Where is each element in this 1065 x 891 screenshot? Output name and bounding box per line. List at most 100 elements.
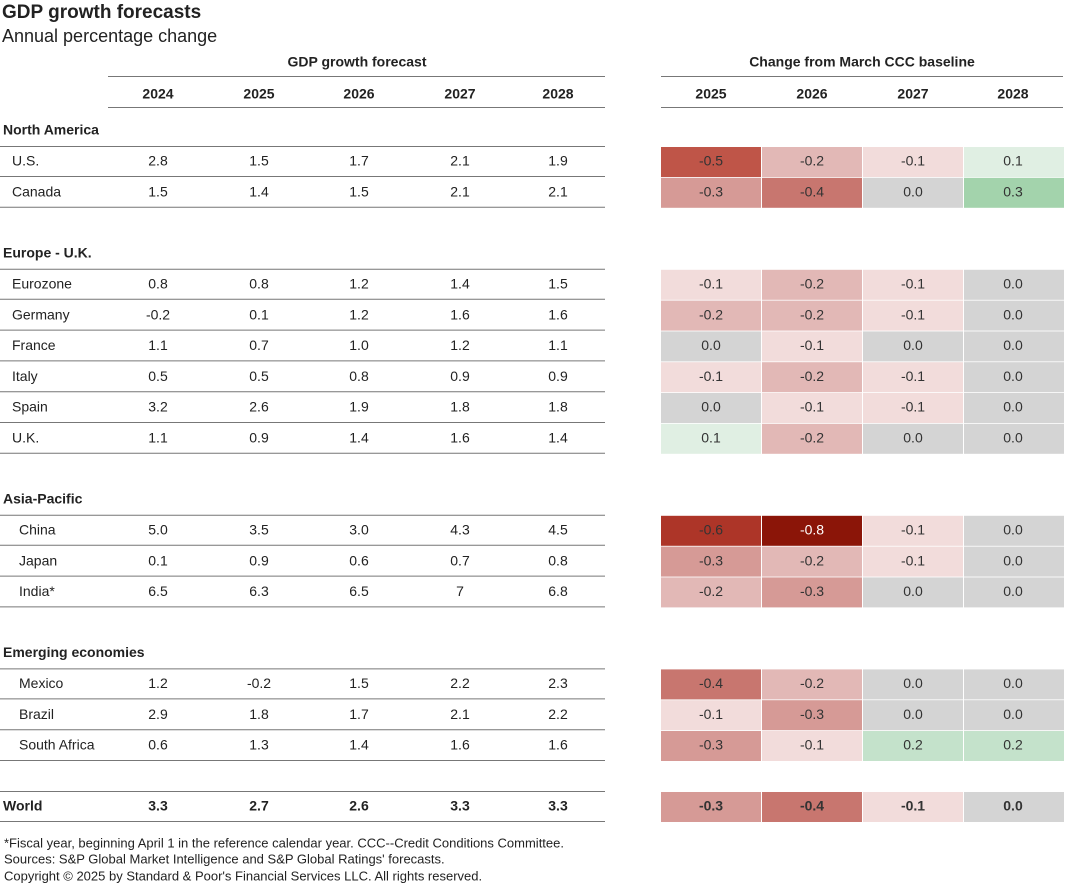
change-value: -0.4 xyxy=(800,798,824,814)
change-value: 0.0 xyxy=(701,399,721,415)
change-cell xyxy=(964,515,1064,546)
change-value: -0.2 xyxy=(800,675,824,691)
change-value: -0.4 xyxy=(699,675,723,691)
forecast-value: 1.6 xyxy=(450,306,470,322)
forecast-value: 0.6 xyxy=(349,552,369,568)
forecast-value: 1.9 xyxy=(548,153,568,169)
forecast-value: 7 xyxy=(456,583,464,599)
forecast-value: 1.4 xyxy=(450,276,470,292)
forecast-value: 1.6 xyxy=(548,737,568,753)
change-value: 0.1 xyxy=(701,430,721,446)
change-cell xyxy=(964,700,1064,731)
change-cell xyxy=(762,300,862,331)
change-value: -0.2 xyxy=(800,276,824,292)
forecast-value: 3.5 xyxy=(249,522,269,538)
change-cell xyxy=(863,147,963,177)
forecast-value: 0.9 xyxy=(249,430,269,446)
change-value: 0.0 xyxy=(903,583,923,599)
forecast-value: 1.5 xyxy=(249,153,269,169)
forecast-value: 1.6 xyxy=(548,306,568,322)
column-header: 2027 xyxy=(897,86,928,102)
forecast-value: 0.7 xyxy=(450,552,470,568)
change-value: -0.1 xyxy=(699,706,723,722)
change-cell xyxy=(863,177,963,208)
change-cell xyxy=(762,731,862,761)
change-cell xyxy=(863,269,963,300)
forecast-value: 3.0 xyxy=(349,522,369,538)
forecast-value: 1.1 xyxy=(148,337,168,353)
forecast-value: 3.3 xyxy=(450,798,470,814)
change-cell xyxy=(762,362,862,393)
change-cell xyxy=(964,362,1064,393)
change-value: -0.2 xyxy=(699,306,723,322)
change-value: 0.0 xyxy=(1003,276,1023,292)
forecast-value: 1.5 xyxy=(148,184,168,200)
forecast-value: 1.4 xyxy=(249,184,269,200)
title: GDP growth forecasts xyxy=(2,2,201,23)
forecast-value: 1.8 xyxy=(249,706,269,722)
row-label: Japan xyxy=(19,552,57,568)
change-value: -0.2 xyxy=(699,583,723,599)
change-cell xyxy=(661,515,761,546)
change-cell xyxy=(863,393,963,423)
change-cell xyxy=(762,792,862,822)
change-value: 0.0 xyxy=(1003,522,1023,538)
section-header: Europe - U.K. xyxy=(3,245,92,261)
forecast-value: 2.8 xyxy=(148,153,168,169)
forecast-value: 6.8 xyxy=(548,583,568,599)
forecast-value: 0.7 xyxy=(249,337,269,353)
change-cell xyxy=(964,300,1064,331)
row-label: India* xyxy=(19,583,55,599)
change-cell xyxy=(964,669,1064,700)
forecast-value: 4.5 xyxy=(548,522,568,538)
change-cell xyxy=(661,731,761,761)
row-label: U.S. xyxy=(12,153,39,169)
change-value: 0.0 xyxy=(903,706,923,722)
change-value: -0.1 xyxy=(800,737,824,753)
change-cell xyxy=(762,269,862,300)
section-header: North America xyxy=(3,122,99,138)
forecast-value: 2.1 xyxy=(450,184,470,200)
forecast-value: 2.7 xyxy=(249,798,269,814)
forecast-value: 0.8 xyxy=(548,552,568,568)
change-cell xyxy=(863,731,963,761)
change-cell xyxy=(863,669,963,700)
change-cell xyxy=(762,546,862,577)
change-value: -0.1 xyxy=(800,399,824,415)
forecast-value: 1.2 xyxy=(450,337,470,353)
forecast-value: 1.6 xyxy=(450,430,470,446)
forecast-value: 2.1 xyxy=(548,184,568,200)
change-cell xyxy=(863,546,963,577)
forecast-value: 3.3 xyxy=(148,798,168,814)
change-cell xyxy=(863,300,963,331)
column-header: 2028 xyxy=(542,86,573,102)
change-value: -0.3 xyxy=(699,798,723,814)
change-value: -0.3 xyxy=(800,583,824,599)
change-cell xyxy=(964,147,1064,177)
forecast-value: 0.8 xyxy=(249,276,269,292)
group-header: Change from March CCC baseline xyxy=(749,54,975,70)
change-cell xyxy=(863,331,963,362)
row-label: France xyxy=(12,337,56,353)
change-cell xyxy=(964,177,1064,208)
forecast-value: 1.4 xyxy=(349,737,369,753)
forecast-value: 4.3 xyxy=(450,522,470,538)
row-label: Eurozone xyxy=(12,276,72,292)
change-value: -0.3 xyxy=(699,552,723,568)
change-value: -0.1 xyxy=(901,399,925,415)
forecast-value: 6.3 xyxy=(249,583,269,599)
change-value: 0.0 xyxy=(903,337,923,353)
forecast-value: 0.8 xyxy=(148,276,168,292)
change-cell xyxy=(863,700,963,731)
change-value: 0.0 xyxy=(1003,552,1023,568)
forecast-value: 0.1 xyxy=(148,552,168,568)
footnote: Copyright © 2025 by Standard & Poor's Fi… xyxy=(4,868,482,883)
column-header: 2026 xyxy=(343,86,374,102)
forecast-value: 2.2 xyxy=(450,675,470,691)
forecast-value: 3.2 xyxy=(148,399,168,415)
row-label: World xyxy=(3,798,42,814)
change-cell xyxy=(661,792,761,822)
forecast-value: 1.1 xyxy=(548,337,568,353)
